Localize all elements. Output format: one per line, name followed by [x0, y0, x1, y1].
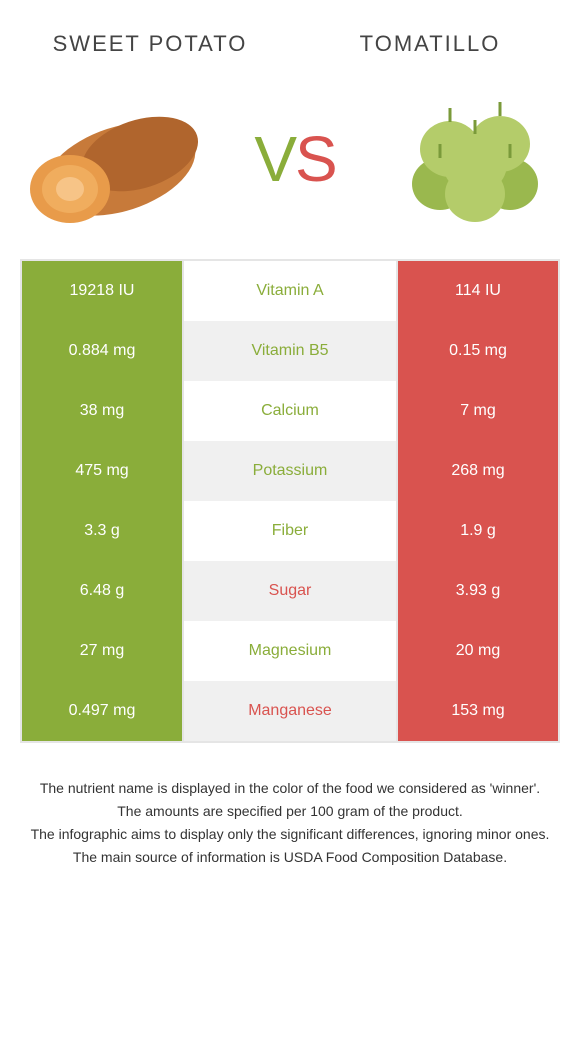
left-value: 3.3 g: [22, 501, 182, 561]
nutrient-label: Vitamin A: [182, 261, 398, 321]
left-value: 19218 IU: [22, 261, 182, 321]
nutrient-label: Potassium: [182, 441, 398, 501]
right-value: 20 mg: [398, 621, 558, 681]
sweet-potato-image: [10, 84, 200, 234]
table-row: 27 mgMagnesium20 mg: [22, 621, 558, 681]
vs-label: VS: [254, 122, 335, 196]
nutrient-label: Calcium: [182, 381, 398, 441]
table-row: 38 mgCalcium7 mg: [22, 381, 558, 441]
vs-v: V: [254, 123, 295, 195]
nutrient-label: Sugar: [182, 561, 398, 621]
right-value: 268 mg: [398, 441, 558, 501]
nutrient-label: Fiber: [182, 501, 398, 561]
vs-s: S: [295, 123, 336, 195]
footnote-line: The main source of information is USDA F…: [25, 847, 555, 868]
nutrient-label: Magnesium: [182, 621, 398, 681]
left-food-title: Sweet potato: [50, 30, 250, 59]
left-value: 0.497 mg: [22, 681, 182, 741]
table-row: 19218 IUVitamin A114 IU: [22, 261, 558, 321]
header-row: Sweet potato Tomatillo: [0, 0, 580, 74]
right-value: 0.15 mg: [398, 321, 558, 381]
left-value: 475 mg: [22, 441, 182, 501]
table-row: 6.48 gSugar3.93 g: [22, 561, 558, 621]
table-row: 3.3 gFiber1.9 g: [22, 501, 558, 561]
right-value: 153 mg: [398, 681, 558, 741]
table-row: 0.497 mgManganese153 mg: [22, 681, 558, 741]
table-row: 0.884 mgVitamin B50.15 mg: [22, 321, 558, 381]
nutrient-label: Manganese: [182, 681, 398, 741]
nutrition-table: 19218 IUVitamin A114 IU0.884 mgVitamin B…: [20, 259, 560, 743]
footnotes: The nutrient name is displayed in the co…: [0, 743, 580, 868]
left-value: 38 mg: [22, 381, 182, 441]
tomatillo-image: [390, 84, 560, 234]
right-value: 3.93 g: [398, 561, 558, 621]
right-value: 114 IU: [398, 261, 558, 321]
nutrient-label: Vitamin B5: [182, 321, 398, 381]
table-row: 475 mgPotassium268 mg: [22, 441, 558, 501]
right-value: 1.9 g: [398, 501, 558, 561]
hero-row: VS: [0, 74, 580, 259]
footnote-line: The nutrient name is displayed in the co…: [25, 778, 555, 799]
right-value: 7 mg: [398, 381, 558, 441]
right-food-title: Tomatillo: [330, 30, 530, 59]
left-value: 27 mg: [22, 621, 182, 681]
left-value: 0.884 mg: [22, 321, 182, 381]
footnote-line: The infographic aims to display only the…: [25, 824, 555, 845]
left-value: 6.48 g: [22, 561, 182, 621]
footnote-line: The amounts are specified per 100 gram o…: [25, 801, 555, 822]
